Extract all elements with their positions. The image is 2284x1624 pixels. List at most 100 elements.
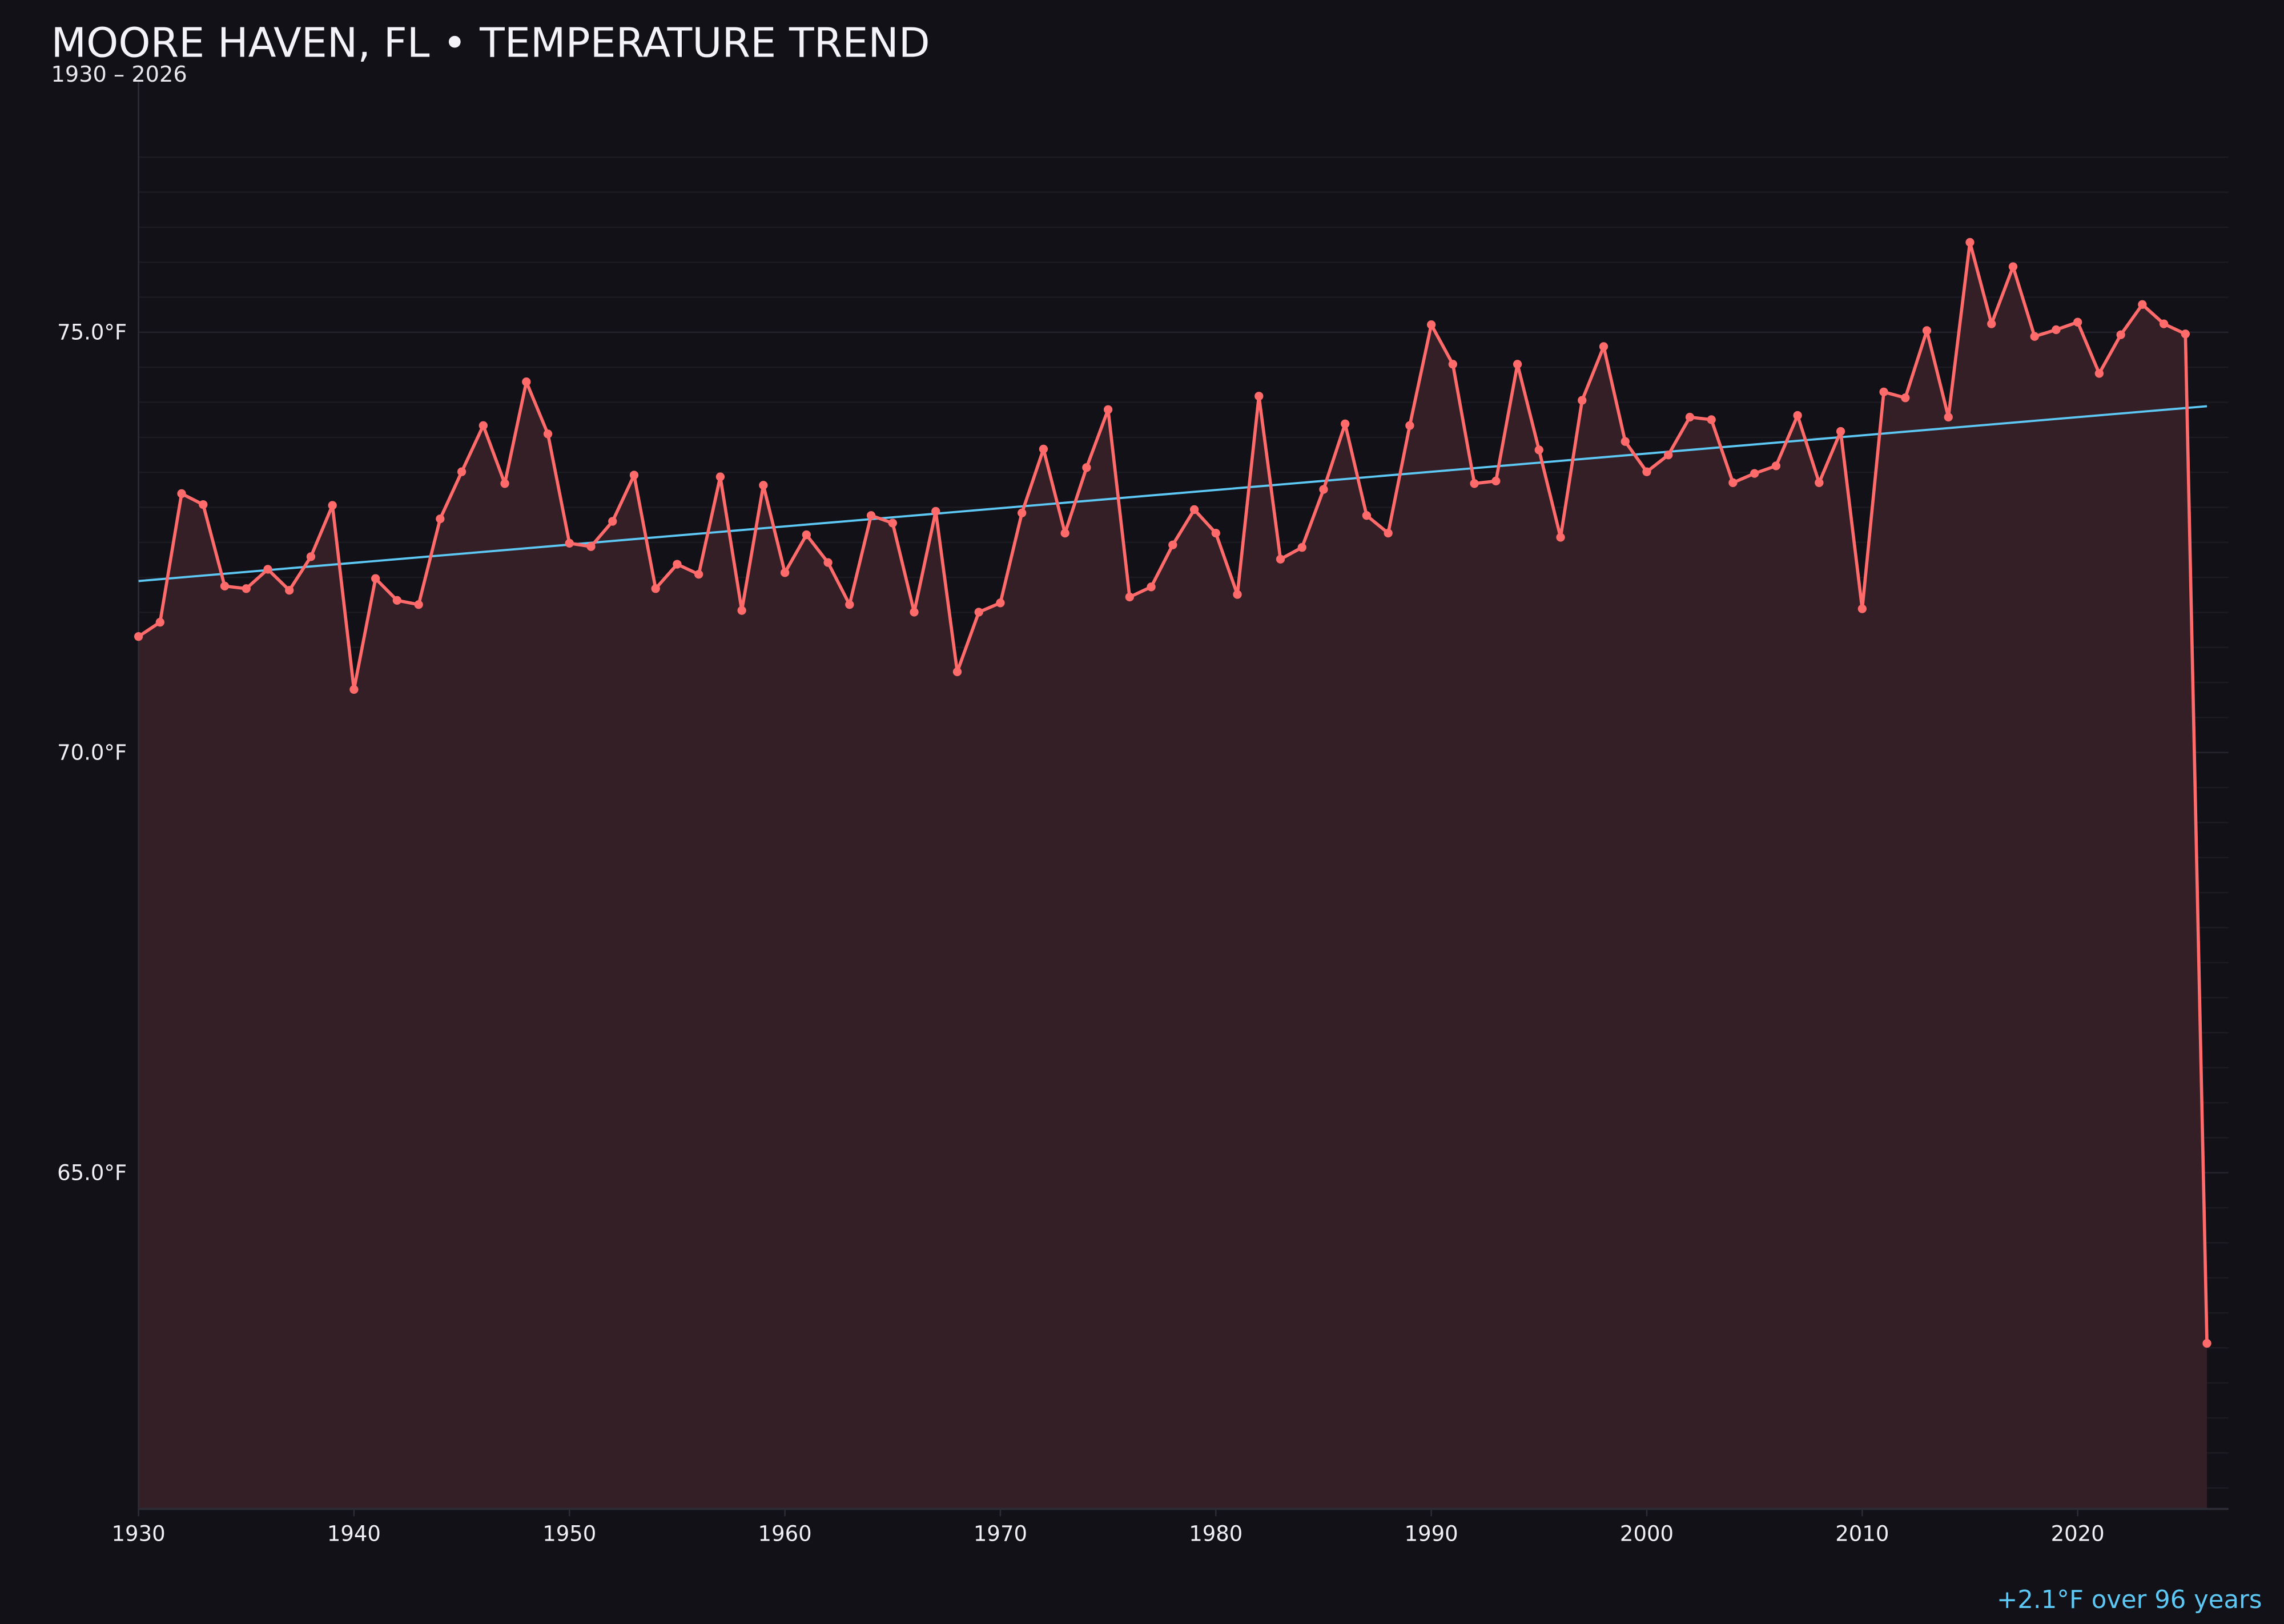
x-tick-label: 2020 [2051,1522,2105,1546]
data-point-1951 [586,542,596,551]
data-point-2000 [1642,467,1651,476]
data-point-1974 [1082,463,1091,472]
data-point-2004 [1728,478,1738,487]
data-point-1983 [1276,554,1285,564]
x-tick-label: 1980 [1189,1522,1242,1546]
data-point-1989 [1405,421,1414,430]
x-tick-label: 2010 [1835,1522,1889,1546]
data-point-1975 [1103,405,1113,414]
data-point-1994 [1513,360,1522,369]
data-point-1984 [1297,543,1306,552]
data-point-1946 [478,421,488,430]
data-point-2009 [1836,427,1845,436]
data-point-1948 [522,377,531,387]
data-point-1977 [1147,582,1156,592]
data-point-1995 [1534,445,1543,455]
data-point-1999 [1620,437,1630,446]
data-point-1940 [349,685,359,694]
x-tick-label: 1960 [758,1522,812,1546]
data-point-1990 [1426,320,1436,329]
data-point-2019 [2052,325,2061,335]
data-point-1949 [543,429,553,439]
data-point-2010 [1857,604,1867,613]
data-point-1973 [1060,528,1069,538]
area-fill [138,242,2207,1509]
data-point-1986 [1341,419,1350,428]
data-point-2026 [2202,1338,2211,1348]
data-point-1930 [134,632,143,641]
data-point-2006 [1771,461,1781,471]
data-point-1962 [823,558,833,567]
trend-annotation: +2.1°F over 96 years [1997,1586,2262,1614]
data-point-2003 [1707,415,1716,424]
y-axis-ticks: 65.0°F 70.0°F 75.0°F [57,320,127,1185]
data-point-1941 [371,574,380,583]
data-point-2011 [1879,387,1888,397]
data-point-1972 [1039,444,1048,454]
y-tick-label: 70.0°F [57,741,127,765]
data-point-1953 [629,471,639,480]
data-point-1936 [263,565,272,574]
data-point-1944 [436,514,445,524]
data-point-2007 [1793,411,1802,420]
data-point-1932 [177,489,186,499]
data-point-1958 [737,606,746,615]
data-point-2017 [2008,262,2018,271]
data-point-2021 [2094,369,2104,378]
data-point-1996 [1556,533,1565,542]
data-point-1937 [285,586,294,595]
trend-line [138,405,2207,582]
data-point-1976 [1125,592,1135,602]
data-point-1970 [996,598,1005,608]
data-point-1987 [1362,511,1372,520]
data-point-1967 [931,507,940,516]
data-point-2008 [1815,478,1824,487]
data-point-1997 [1578,396,1587,405]
data-point-1985 [1319,485,1328,494]
data-point-1979 [1189,505,1199,514]
data-point-1945 [457,467,467,476]
data-point-1998 [1599,342,1609,351]
data-point-1991 [1448,360,1458,369]
data-point-1950 [565,538,574,548]
data-point-1956 [694,570,703,579]
data-point-2024 [2159,319,2169,328]
data-point-1971 [1018,508,1027,517]
data-point-1992 [1470,479,1479,488]
x-tick-label: 1940 [327,1522,381,1546]
data-point-2001 [1664,451,1673,460]
data-point-2022 [2116,330,2125,339]
data-point-1954 [651,584,660,593]
data-point-2014 [1944,412,1953,422]
data-point-2018 [2030,332,2039,341]
data-point-1980 [1211,528,1220,538]
x-tick-label: 2000 [1620,1522,1674,1546]
data-point-1978 [1168,540,1177,549]
data-point-2005 [1750,469,1759,478]
x-tick-label: 1970 [974,1522,1027,1546]
data-point-1969 [974,608,983,617]
data-point-2020 [2073,317,2082,327]
data-point-1965 [888,518,897,528]
data-point-1993 [1491,476,1501,486]
data-point-1982 [1254,392,1264,401]
data-point-1960 [780,568,790,577]
data-point-1952 [608,517,617,526]
data-point-1964 [866,511,876,520]
x-tick-label: 1950 [542,1522,596,1546]
data-point-1963 [845,600,854,609]
data-point-1939 [328,501,337,510]
data-point-2013 [1922,326,1932,335]
data-point-1957 [715,472,725,481]
data-point-1931 [155,618,164,627]
data-point-1938 [306,552,316,561]
data-point-1934 [220,581,230,591]
data-point-2015 [1965,238,1975,247]
data-point-1959 [759,481,768,490]
data-point-1966 [910,608,919,617]
data-point-2002 [1685,412,1695,422]
y-tick-label: 75.0°F [57,320,127,345]
data-point-2016 [1987,319,1996,328]
y-tick-label: 65.0°F [57,1160,127,1185]
x-tick-label: 1930 [112,1522,166,1546]
